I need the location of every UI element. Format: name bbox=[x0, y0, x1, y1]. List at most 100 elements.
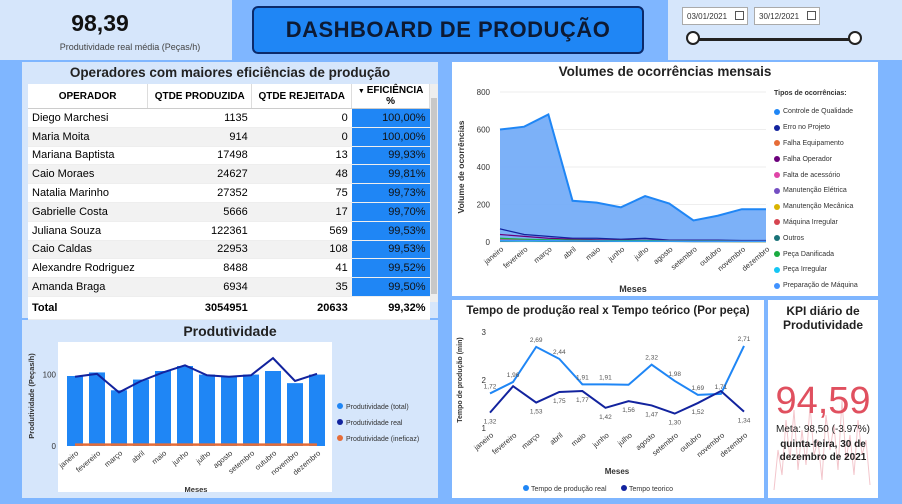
x-tick-label: maio bbox=[584, 245, 602, 262]
cell-qtde-produzida: 24627 bbox=[147, 164, 252, 185]
legend-marker bbox=[774, 172, 780, 179]
y-axis-label: Produtividade (Peças/h) bbox=[27, 353, 36, 439]
volumes-legend: Tipos de ocorrências: Controle de Qualid… bbox=[774, 90, 878, 294]
cell-qtde-rejeitada: 17 bbox=[251, 202, 352, 222]
cell-eficiencia: 99,70% bbox=[351, 202, 430, 222]
table-row[interactable]: Maria Moita 914 0 100,00% bbox=[28, 127, 430, 147]
table-row[interactable]: Caio Caldas 22953 108 99,53% bbox=[28, 240, 430, 260]
x-tick-label: março bbox=[532, 245, 554, 265]
table-row[interactable]: Diego Marchesi 1135 0 100,00% bbox=[28, 108, 430, 128]
legend-marker bbox=[774, 140, 780, 147]
bar-produtividade-total bbox=[265, 371, 281, 446]
calendar-icon[interactable] bbox=[807, 11, 816, 20]
panel-title: Tempo de produção real x Tempo teórico (… bbox=[466, 305, 750, 317]
series-line bbox=[499, 239, 766, 242]
cell-qtde-rejeitada: 41 bbox=[251, 258, 352, 279]
x-axis-label: Meses bbox=[619, 284, 647, 294]
tempo-line-chart[interactable]: 1 2 3 1,72 1,96 2,69 2,44 1,91 1,91 2,32 1,98 1,69 1… bbox=[452, 300, 764, 498]
table-row[interactable]: Mariana Baptista 17498 13 99,93% bbox=[28, 146, 430, 166]
x-tick-label: maio bbox=[569, 431, 587, 448]
table-row[interactable]: Amanda Braga 6934 35 99,50% bbox=[28, 277, 430, 297]
legend-item[interactable]: Peça Irregular bbox=[774, 262, 878, 278]
bar-produtividade-total bbox=[89, 372, 105, 446]
cell-operador: Gabrielle Costa bbox=[28, 202, 148, 222]
legend-marker bbox=[774, 203, 780, 210]
end-date-value: 30/12/2021 bbox=[759, 11, 800, 21]
cell-operador: Caio Caldas bbox=[28, 240, 148, 260]
table-row[interactable]: Caio Moraes 24627 48 99,81% bbox=[28, 164, 430, 185]
cell-operador: Caio Moraes bbox=[28, 164, 148, 185]
total-qtde-rejeitada: 20633 bbox=[251, 295, 352, 320]
panel-title: Volumes de ocorrências mensais bbox=[558, 64, 772, 79]
bar-produtividade-total bbox=[133, 379, 149, 446]
cell-qtde-rejeitada: 75 bbox=[251, 183, 352, 203]
data-label: 1,91 bbox=[599, 374, 612, 381]
column-header-eficiencia-label: EFICIÊNCIA % bbox=[366, 85, 424, 107]
y-tick-label: 200 bbox=[477, 201, 491, 210]
slider-start-handle[interactable] bbox=[686, 31, 700, 45]
legend-item[interactable]: Controle de Qualidade bbox=[774, 104, 878, 120]
kpi-label: Produtividade real média (Peças/h) bbox=[59, 42, 201, 52]
legend-item[interactable]: Outros bbox=[774, 230, 878, 246]
legend-item[interactable]: Máquina Irregular bbox=[774, 215, 878, 231]
start-date-value: 03/01/2021 bbox=[687, 11, 728, 21]
series-line bbox=[489, 345, 745, 396]
end-date-input[interactable]: 30/12/2021 bbox=[754, 7, 820, 25]
legend-marker bbox=[774, 219, 780, 226]
calendar-icon[interactable] bbox=[735, 11, 744, 20]
column-header-qtde-produzida[interactable]: QTDE PRODUZIDA bbox=[147, 84, 253, 109]
table-row[interactable]: Juliana Souza 122361 569 99,53% bbox=[28, 221, 430, 241]
cell-qtde-produzida: 914 bbox=[147, 127, 252, 147]
data-label: 1,71 bbox=[715, 384, 728, 391]
bar-produtividade-total bbox=[177, 366, 193, 446]
legend-item[interactable]: Peça Danificada bbox=[774, 246, 878, 262]
legend-marker bbox=[337, 403, 343, 409]
x-tick-label: julho bbox=[632, 245, 651, 263]
tempo-chart-panel: Tempo de produção real x Tempo teórico (… bbox=[452, 300, 764, 498]
data-label: 1,56 bbox=[622, 407, 635, 414]
legend-label: Produtividade (ineficaz) bbox=[346, 436, 419, 443]
bar-produtividade-total bbox=[287, 383, 303, 446]
table-scrollbar[interactable] bbox=[430, 84, 438, 302]
series-line bbox=[499, 113, 766, 222]
table-row[interactable]: Gabrielle Costa 5666 17 99,70% bbox=[28, 202, 430, 222]
data-label: 1,47 bbox=[645, 411, 658, 418]
legend-item[interactable]: Manutenção Mecânica bbox=[774, 199, 878, 215]
legend-item[interactable]: Falha Equipamento bbox=[774, 136, 878, 152]
table-row[interactable]: Alexandre Rodriguez 8488 41 99,52% bbox=[28, 258, 430, 279]
legend-marker bbox=[523, 485, 529, 491]
data-label: 1,98 bbox=[668, 371, 681, 378]
legend-marker bbox=[774, 266, 780, 273]
operators-table-panel: Operadores com maiores eficiências de pr… bbox=[22, 62, 438, 320]
legend-label: Peça Danificada bbox=[783, 250, 834, 258]
legend-item[interactable]: Erro no Projeto bbox=[774, 120, 878, 136]
data-label: 1,42 bbox=[599, 414, 612, 421]
kpi-sparkline-background bbox=[773, 399, 871, 491]
legend-item[interactable]: Falta de acessório bbox=[774, 167, 878, 183]
legend-item[interactable]: Manutenção Elétrica bbox=[774, 183, 878, 199]
slider-end-handle[interactable] bbox=[848, 31, 862, 45]
legend-item[interactable]: Preparação de Máquina bbox=[774, 278, 878, 294]
column-header-qtde-rejeitada[interactable]: QTDE REJEITADA bbox=[251, 84, 353, 109]
data-label: 1,30 bbox=[668, 420, 681, 427]
sort-desc-icon[interactable]: ▼ bbox=[357, 88, 367, 95]
area-controle-de-qualidade bbox=[500, 114, 766, 242]
x-axis-label: Meses bbox=[185, 485, 208, 494]
legend-item[interactable]: Falha Operador bbox=[774, 151, 878, 167]
table-row[interactable]: Natalia Marinho 27352 75 99,73% bbox=[28, 183, 430, 203]
data-label: 2,71 bbox=[738, 336, 751, 343]
column-header-eficiencia[interactable]: ▼ EFICIÊNCIA % bbox=[351, 84, 430, 109]
data-label: 1,69 bbox=[691, 385, 704, 392]
column-header-operador[interactable]: OPERADOR bbox=[28, 84, 149, 109]
cell-operador: Amanda Braga bbox=[28, 277, 148, 297]
y-tick-label: 1 bbox=[482, 424, 487, 433]
bar-produtividade-total bbox=[199, 374, 215, 446]
date-range-slider-track[interactable] bbox=[692, 38, 856, 41]
start-date-input[interactable]: 03/01/2021 bbox=[682, 7, 748, 25]
cell-qtde-produzida: 27352 bbox=[147, 183, 252, 203]
legend-label: Manutenção Mecânica bbox=[783, 203, 854, 211]
scrollbar-thumb[interactable] bbox=[431, 98, 437, 294]
data-label: 2,69 bbox=[530, 337, 543, 344]
